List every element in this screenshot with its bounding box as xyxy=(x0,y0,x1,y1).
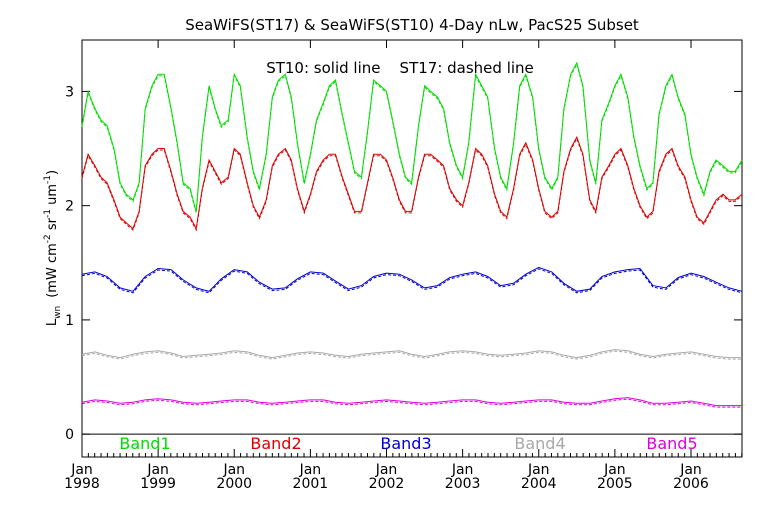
series-line-band4-st17 xyxy=(81,350,742,360)
x-tick-year: 2006 xyxy=(673,476,709,492)
x-tick-month: Jan xyxy=(527,462,550,478)
data-series xyxy=(81,61,743,408)
legend-band1: Band1 xyxy=(119,434,170,453)
x-tick-year: 1999 xyxy=(140,476,176,492)
x-axis-ticks: Jan1998Jan1999Jan2000Jan2001Jan2002Jan20… xyxy=(64,40,743,492)
series-line-band2-st17 xyxy=(81,137,743,232)
ylabel-sub: wn xyxy=(53,306,63,319)
x-tick-month: Jan xyxy=(299,462,322,478)
legend-band4: Band4 xyxy=(514,434,565,453)
series-line-band3-st17 xyxy=(81,268,743,294)
ylabel-units-open: (mW cm xyxy=(45,243,60,298)
legend-band2: Band2 xyxy=(250,434,301,453)
x-tick-year: 2000 xyxy=(216,476,252,492)
y-tick-label: 1 xyxy=(65,313,74,329)
series-line-band4-st10 xyxy=(81,349,742,359)
y-tick-label: 2 xyxy=(65,199,74,215)
ylabel-sr: sr xyxy=(45,217,60,234)
x-tick-year: 2003 xyxy=(445,476,481,492)
band-legend: Band1 Band2 Band3 Band4 Band5 xyxy=(119,434,697,453)
series-line-band1-st17 xyxy=(81,62,743,214)
x-tick-month: Jan xyxy=(70,462,93,478)
x-tick-year: 1998 xyxy=(64,476,100,492)
x-tick-month: Jan xyxy=(146,462,169,478)
series-line-band2-st10 xyxy=(81,135,743,231)
x-tick-month: Jan xyxy=(375,462,398,478)
x-tick-year: 2002 xyxy=(369,476,405,492)
series-line-band5-st17 xyxy=(81,398,742,408)
plot-frame xyxy=(81,39,743,458)
series-line-band5-st10 xyxy=(81,397,742,407)
line-style-note: ST10: solid line ST17: dashed line xyxy=(266,59,534,77)
y-tick-label: 0 xyxy=(65,427,74,443)
x-tick-month: Jan xyxy=(222,462,245,478)
ylabel-sup3: -1 xyxy=(43,175,53,184)
y-axis-ticks: 0 1 2 3 xyxy=(65,84,742,443)
series-line-band1-st10 xyxy=(81,61,743,212)
legend-band5: Band5 xyxy=(646,434,697,453)
ylabel-base: L xyxy=(45,318,60,326)
x-tick-month: Jan xyxy=(451,462,474,478)
chart-title: SeaWiFS(ST17) & SeaWiFS(ST10) 4-Day nLw,… xyxy=(185,16,639,34)
legend-band3: Band3 xyxy=(380,434,431,453)
ylabel-sup2: -1 xyxy=(43,209,53,218)
x-tick-year: 2001 xyxy=(293,476,329,492)
y-axis-label: Lwn(mW cm-2 sr-1 um-1) xyxy=(43,170,63,326)
series-line-band3-st10 xyxy=(81,266,743,292)
ylabel-close: ) xyxy=(45,170,60,175)
y-tick-label: 3 xyxy=(65,84,74,100)
ylabel-sup1: -2 xyxy=(43,234,53,243)
x-tick-year: 2005 xyxy=(597,476,633,492)
ylabel-um: um xyxy=(45,184,60,209)
svg-text:Lwn(mW cm-2 sr-1 um-1): Lwn(mW cm-2 sr-1 um-1) xyxy=(43,170,63,326)
x-tick-month: Jan xyxy=(679,462,702,478)
x-tick-month: Jan xyxy=(603,462,626,478)
x-tick-year: 2004 xyxy=(521,476,557,492)
